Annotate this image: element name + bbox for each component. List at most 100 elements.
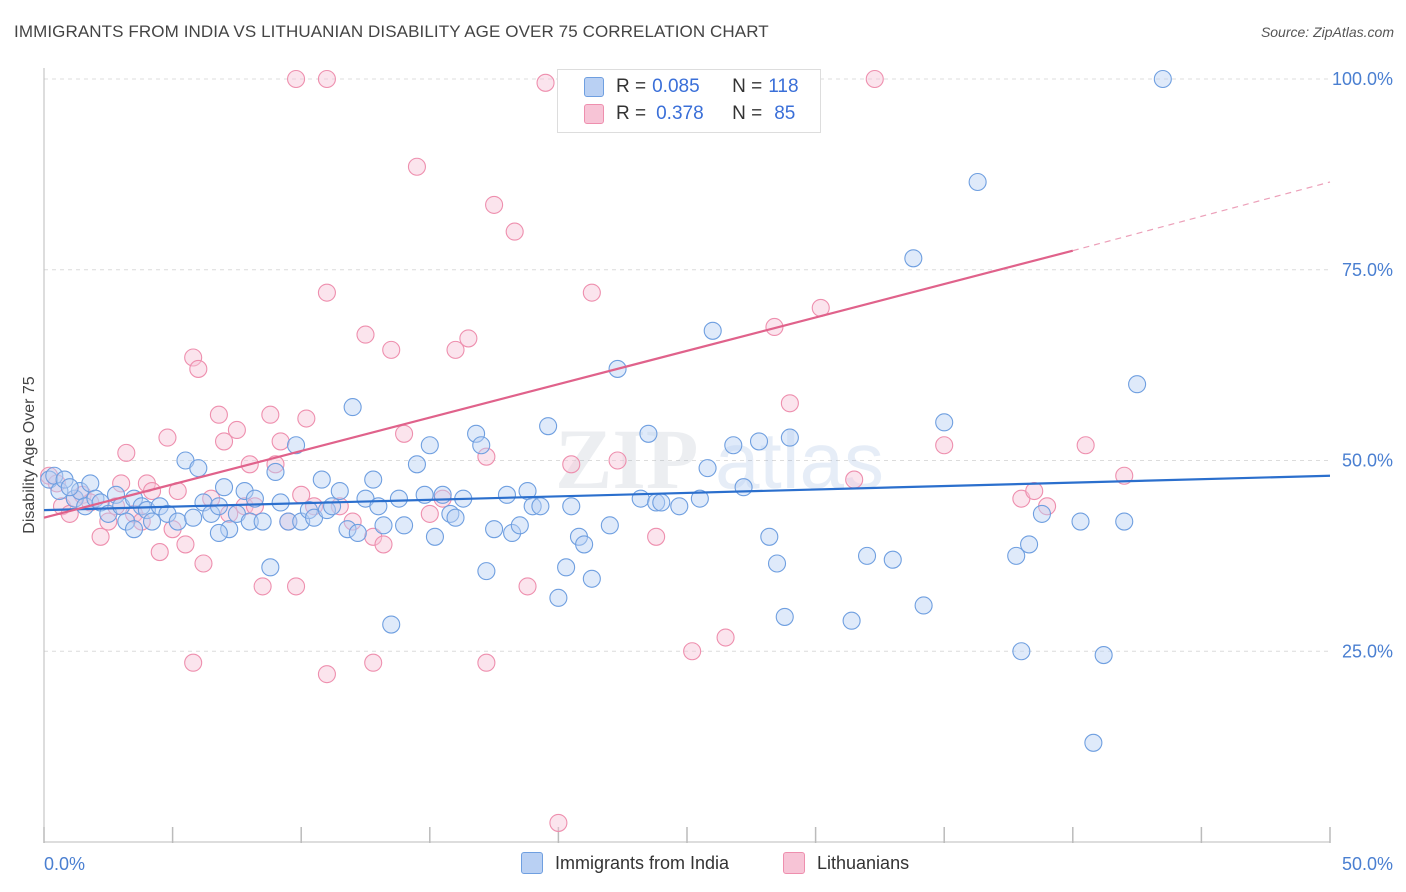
chart-title: IMMIGRANTS FROM INDIA VS LITHUANIAN DISA… xyxy=(14,22,769,41)
india-point xyxy=(389,489,408,508)
correlation-legend: R = 0.085 N = 118 R = 0.378 N = 85 xyxy=(557,69,821,133)
india-point xyxy=(312,470,331,489)
india-point xyxy=(1071,512,1090,531)
india-point xyxy=(124,520,144,539)
y-tick-label: 50.0% xyxy=(1342,451,1393,471)
india-point xyxy=(780,428,799,447)
india-point xyxy=(914,596,933,615)
india-point xyxy=(420,436,439,455)
india-point xyxy=(158,504,177,523)
india-point xyxy=(425,527,444,546)
india-point xyxy=(539,417,558,436)
lithuanians-point xyxy=(271,432,290,451)
axes xyxy=(43,68,1331,843)
india-point xyxy=(374,516,393,535)
lithuanians-point xyxy=(317,283,336,302)
lithuanians-point xyxy=(297,409,316,428)
india-point xyxy=(81,474,100,493)
india-point xyxy=(1153,69,1172,89)
lithuanians-point xyxy=(1076,436,1095,455)
lithuanians-point xyxy=(287,69,306,89)
lithuanians-point xyxy=(364,527,383,546)
source-label: Source: ZipAtlas.com xyxy=(1260,24,1394,40)
india-point xyxy=(775,607,794,626)
india-point xyxy=(142,512,162,531)
india-point xyxy=(531,497,550,516)
lithuanians-point xyxy=(582,283,601,302)
lithuanians-point xyxy=(374,535,393,554)
lithuanians-point xyxy=(446,340,465,359)
lithuanians-point xyxy=(647,527,666,546)
india-point xyxy=(690,489,709,508)
lithuanians-point xyxy=(356,325,375,344)
y-tick-label: 25.0% xyxy=(1342,641,1393,661)
lithuanians-point xyxy=(158,428,177,447)
lithuanians-point xyxy=(99,512,118,531)
lithuanians-point xyxy=(214,432,234,451)
india-point xyxy=(189,459,208,478)
legend-item-lithuanians[interactable]: Lithuanians xyxy=(783,852,909,874)
india-point xyxy=(1084,733,1103,752)
india-point xyxy=(652,493,671,512)
india-point xyxy=(266,462,285,481)
india-point xyxy=(338,520,357,539)
india-legend-swatch xyxy=(521,852,543,874)
lithuanians-point xyxy=(194,554,213,573)
india-point xyxy=(323,497,342,516)
r-label: R = xyxy=(616,103,647,124)
lithuanians-swatch xyxy=(584,104,604,124)
lithuanians-point xyxy=(40,466,59,485)
lithuanians-point xyxy=(518,577,537,596)
india-point xyxy=(330,481,349,501)
n-label: N = xyxy=(732,103,763,124)
lithuanians-point xyxy=(505,222,524,241)
lithuanians-n-value: 85 xyxy=(774,103,796,124)
y-tick-label: 75.0% xyxy=(1342,260,1393,280)
india-point xyxy=(271,493,290,512)
lithuanians-point xyxy=(395,424,414,443)
india-point xyxy=(343,398,362,417)
lithuanians-point xyxy=(184,348,203,367)
lithuanians-point xyxy=(317,69,336,89)
india-point xyxy=(549,588,568,607)
lithuanians-point xyxy=(227,420,246,440)
lithuanians-point xyxy=(364,653,383,672)
lithuanians-point xyxy=(91,527,110,546)
india-point xyxy=(60,478,79,497)
india-point xyxy=(50,481,69,501)
india-point xyxy=(503,523,522,543)
india-point xyxy=(467,424,486,443)
india-point xyxy=(497,485,517,504)
y-tick-label: 100.0% xyxy=(1332,69,1393,89)
india-r-value: 0.085 xyxy=(652,76,700,97)
lithuanians-point xyxy=(935,436,954,455)
lithuanians-point xyxy=(562,455,581,474)
india-point xyxy=(639,424,658,443)
lithuanians-point xyxy=(780,394,799,413)
legend-item-india[interactable]: Immigrants from India xyxy=(521,852,729,874)
x-tick-label: 50.0% xyxy=(1342,854,1393,874)
lithuanians-trend-extension xyxy=(1072,181,1331,252)
india-point xyxy=(209,523,228,543)
india-point xyxy=(364,470,383,489)
lithuanians-point xyxy=(420,504,439,523)
india-point xyxy=(842,611,861,630)
india-point xyxy=(240,512,259,531)
gridlines xyxy=(44,78,1330,652)
lithuanians-point xyxy=(845,470,864,489)
india-swatch xyxy=(584,77,604,97)
lithuanians-point xyxy=(407,157,426,176)
india-point xyxy=(485,520,504,539)
lithuanians-legend-swatch xyxy=(783,852,805,874)
lithuanians-point xyxy=(176,535,195,554)
india-point xyxy=(261,558,280,577)
india-point xyxy=(600,516,619,535)
india-point xyxy=(245,489,264,508)
india-point xyxy=(904,249,923,268)
india-point xyxy=(1128,375,1147,394)
india-point xyxy=(698,459,717,478)
india-point xyxy=(1007,546,1026,565)
lithuanians-point xyxy=(382,340,401,359)
lithuanians-point xyxy=(549,813,568,832)
india-point xyxy=(557,558,576,577)
